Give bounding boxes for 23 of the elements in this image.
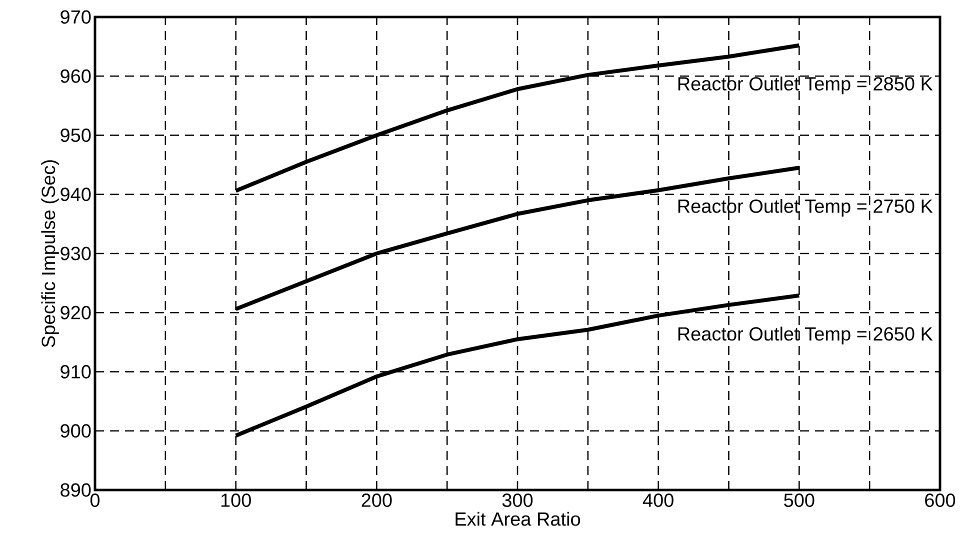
line-series	[234, 43, 802, 193]
y-tick-label: 890	[60, 483, 91, 497]
x-axis-title: Exit Area Ratio	[456, 512, 580, 526]
y-tick-label: 960	[60, 69, 91, 83]
line-series	[234, 166, 802, 312]
y-tick-label: 900	[60, 424, 91, 438]
y-tick-label: 930	[60, 246, 91, 260]
x-tick-label: 400	[642, 494, 674, 507]
series-label: Reactor Outlet Temp = 2850 K	[678, 76, 933, 94]
line-series	[234, 293, 802, 438]
x-tick-label: 300	[502, 494, 533, 507]
x-tick-label: 600	[925, 494, 956, 507]
y-tick-label: 970	[60, 10, 91, 24]
x-tick-label: 500	[784, 494, 814, 507]
x-tick-label: 200	[362, 494, 392, 507]
y-tick-label: 950	[60, 128, 91, 142]
y-axis-title: Specific Impulse (Sec)	[41, 160, 59, 348]
x-tick-label: 0	[90, 494, 100, 507]
x-tick-label: 100	[221, 494, 251, 507]
y-tick-label: 910	[60, 365, 91, 378]
series-label: Reactor Outlet Temp = 2750 K	[678, 198, 933, 217]
y-tick-label: 940	[60, 188, 91, 202]
y-tick-label: 920	[60, 306, 91, 320]
